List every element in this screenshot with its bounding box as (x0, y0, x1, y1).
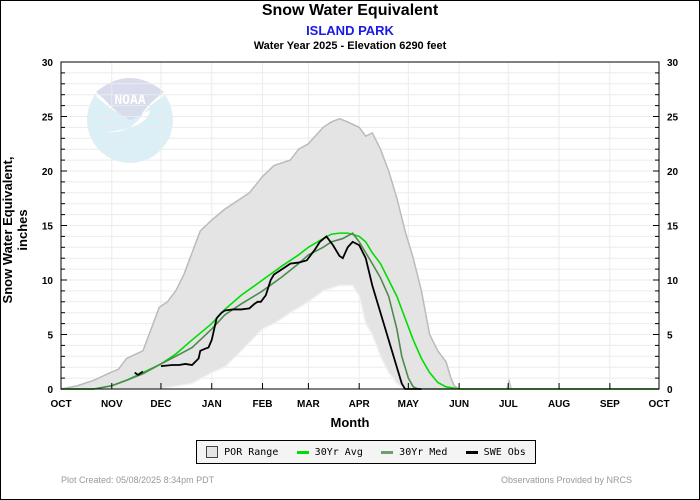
y-tick-label-left: 30 (42, 58, 54, 69)
y-tick-label-left: 20 (42, 167, 54, 178)
x-tick-label: APR (349, 399, 371, 410)
x-tick-label: SEP (600, 399, 620, 410)
x-tick-label: JUL (499, 399, 518, 410)
legend-label-30yr-med: 30Yr Med (399, 446, 448, 458)
legend-label-30yr-avg: 30Yr Avg (314, 446, 363, 458)
legend-item-swe-obs: SWE Obs (465, 446, 526, 458)
chart-title: Snow Water Equivalent (261, 2, 439, 19)
por-range-spike (505, 378, 513, 390)
30yr-med-swatch (381, 450, 394, 454)
observations-source-text: Observations Provided by NRCS (500, 475, 632, 485)
x-tick-label: AUG (548, 399, 570, 410)
y-tick-label-right: 5 (667, 331, 673, 342)
y-tick-label-left: 10 (42, 276, 54, 287)
por-range-swatch (206, 446, 219, 458)
y-tick-label-left: 0 (47, 385, 53, 396)
chart-subtitle-details: Water Year 2025 - Elevation 6290 feet (253, 40, 447, 52)
por-range-max-edge (60, 117, 460, 390)
y-tick-label-right: 25 (667, 113, 679, 124)
30yr-avg-swatch (296, 450, 309, 454)
x-tick-label: OCT (648, 399, 669, 410)
legend-label-swe-obs: SWE Obs (483, 446, 526, 458)
chart-subtitle: ISLAND PARK (306, 23, 394, 38)
noaa-logo-icon: NOAA (87, 76, 173, 163)
legend: POR Range 30Yr Avg 30Yr Med SWE Obs (196, 440, 536, 464)
por-range-min-edge (61, 284, 406, 390)
swe-obs-swatch (465, 450, 478, 454)
x-tick-label: JAN (202, 399, 222, 410)
x-axis-label: Month (330, 415, 370, 430)
x-tick-label: MAY (398, 399, 420, 410)
y-tick-label-right: 0 (667, 385, 673, 396)
series-lines (61, 232, 659, 390)
x-tick-label: MAR (297, 399, 321, 410)
y-tick-label-right: 20 (667, 167, 679, 178)
legend-item-por-range: POR Range (206, 446, 278, 458)
legend-item-30yr-avg: 30Yr Avg (296, 446, 363, 458)
axes: 0 0 5 5 10 10 15 15 20 20 25 25 30 30 OCT NOV DEC JAN FEB M… (42, 58, 679, 410)
series-swe-obs-fragment (134, 370, 144, 376)
x-tick-label: FEB (253, 399, 273, 410)
y-tick-label-right: 15 (667, 222, 679, 233)
series-30yr-med (61, 232, 659, 390)
noaa-logo-text: NOAA (114, 93, 145, 108)
y-tick-label-right: 10 (667, 276, 679, 287)
y-tick-label-left: 5 (47, 331, 53, 342)
series-swe-obs (160, 235, 422, 390)
y-tick-label-left: 15 (42, 222, 54, 233)
x-tick-label: JUN (449, 399, 469, 410)
x-tick-label: NOV (101, 399, 123, 410)
legend-label-por-range: POR Range (224, 446, 279, 458)
x-tick-label: DEC (150, 399, 171, 410)
por-range-fill (61, 118, 460, 390)
x-tick-label: OCT (50, 399, 71, 410)
legend-item-30yr-med: 30Yr Med (381, 447, 447, 458)
y-tick-label-left: 25 (42, 113, 54, 124)
plot-created-text: Plot Created: 05/08/2025 8:34pm PDT (61, 475, 215, 485)
y-tick-label-right: 30 (667, 58, 679, 69)
